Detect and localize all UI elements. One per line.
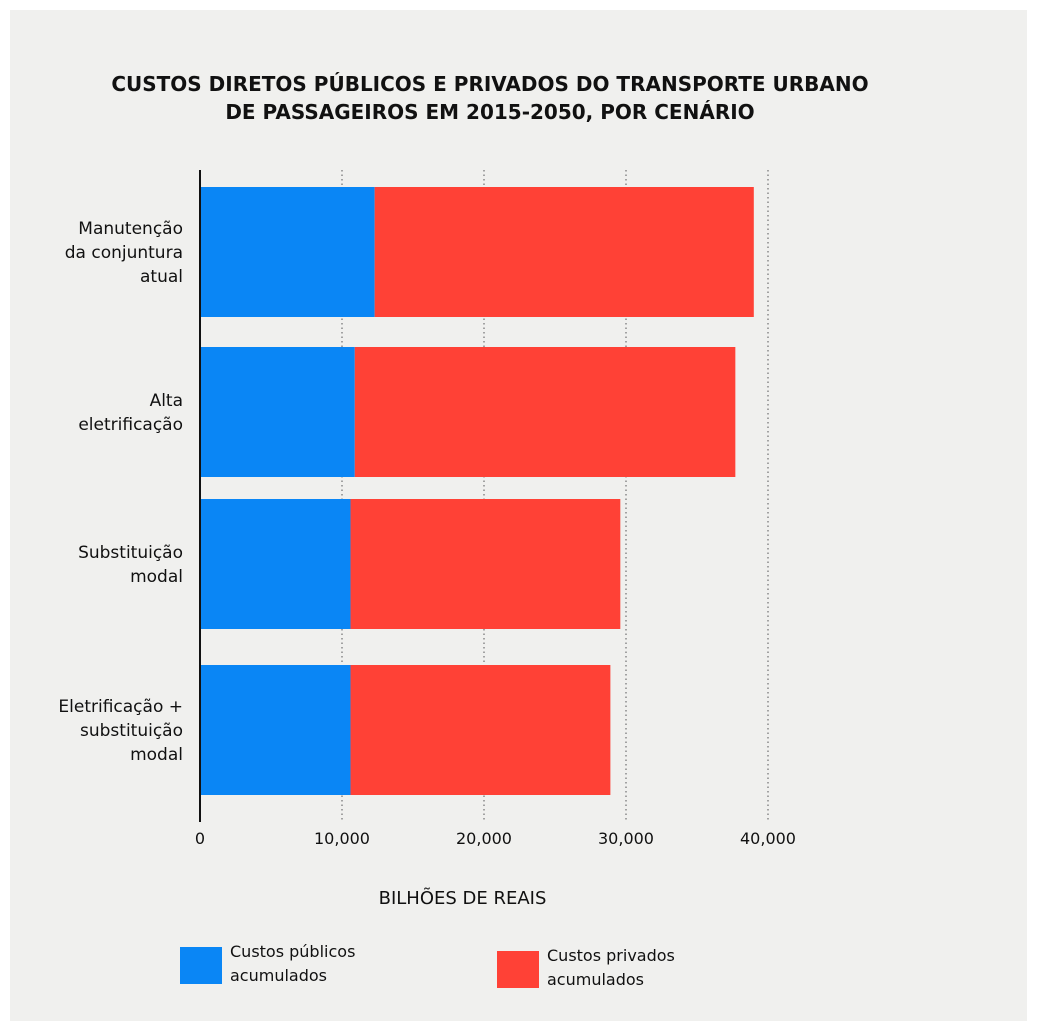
x-tick-label: 10,000 [314, 829, 370, 848]
bar-public-3 [200, 665, 351, 795]
category-label: substituição [80, 721, 183, 741]
bar-public-2 [200, 499, 351, 629]
bar-private-3 [350, 665, 611, 795]
category-label: atual [140, 267, 183, 287]
legend-swatch-private [497, 951, 539, 988]
legend-item-public: Custos públicos acumulados [180, 940, 390, 988]
x-tick-labels: 0 10,000 20,000 30,000 40,000 [195, 829, 796, 848]
legend-label-private: Custos privados acumulados [547, 944, 707, 992]
legend-label-public-line-1: Custos públicos [230, 942, 356, 961]
legend-swatch-public [180, 947, 222, 984]
x-tick-label: 20,000 [456, 829, 512, 848]
bar-private-2 [350, 499, 621, 629]
bar-private-1 [354, 347, 736, 477]
category-label: modal [130, 567, 183, 587]
legend-label-private-line-1: Custos privados [547, 946, 675, 965]
category-label: modal [130, 745, 183, 765]
category-label: Manutenção [78, 219, 183, 239]
category-label: Substituição [78, 543, 183, 563]
category-label: da conjuntura [65, 243, 183, 263]
x-axis-label: BILHÕES DE REAIS [378, 888, 547, 909]
x-tick-label: 30,000 [598, 829, 654, 848]
category-labels: Manutenção da conjuntura atual Alta eletrifi… [58, 219, 183, 765]
chart-title-line-1: CUSTOS DIRETOS PÚBLICOS E PRIVADOS DO TR… [111, 72, 869, 96]
legend-label-private-line-2: acumulados [547, 970, 644, 989]
bar-public-1 [200, 347, 355, 477]
legend-label-public: Custos públicos acumulados [230, 940, 390, 988]
category-label: eletrificação [78, 415, 183, 435]
chart-title: CUSTOS DIRETOS PÚBLICOS E PRIVADOS DO TR… [0, 70, 980, 126]
bar-public-0 [200, 187, 375, 317]
category-label: Eletrificação + [58, 697, 183, 717]
x-tick-label: 40,000 [740, 829, 796, 848]
legend-label-public-line-2: acumulados [230, 966, 327, 985]
legend-item-private: Custos privados acumulados [497, 944, 707, 992]
chart-title-line-2: DE PASSAGEIROS EM 2015-2050, POR CENÁRIO [225, 100, 755, 124]
category-label: Alta [150, 391, 183, 411]
bars [200, 187, 754, 795]
bar-private-0 [374, 187, 754, 317]
x-tick-label: 0 [195, 829, 205, 848]
